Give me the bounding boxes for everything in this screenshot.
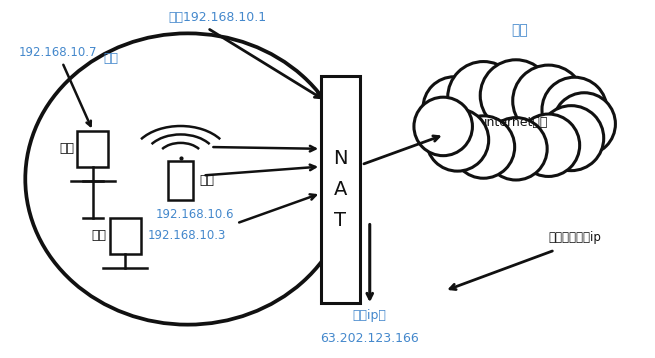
Circle shape [453,116,515,178]
Text: 公网: 公网 [511,23,527,37]
Circle shape [553,93,616,155]
Circle shape [426,109,489,171]
Text: 主机: 主机 [92,229,107,242]
Text: N
A
T: N A T [333,149,348,230]
Circle shape [517,114,580,176]
Circle shape [414,97,472,156]
Text: 转成192.168.10.1: 转成192.168.10.1 [168,11,266,24]
Text: 63.202.123.166: 63.202.123.166 [320,332,419,345]
Text: 私网: 私网 [103,52,119,65]
Circle shape [513,65,584,137]
Text: 192.168.10.7: 192.168.10.7 [19,47,98,126]
Circle shape [480,60,552,131]
Bar [110,218,141,253]
Bar [77,131,109,166]
Circle shape [423,77,485,139]
Text: 192.168.10.6: 192.168.10.6 [155,208,234,221]
Circle shape [485,118,547,180]
Text: 主机: 主机 [59,142,74,155]
Text: 公网ip：: 公网ip： [353,309,386,322]
Circle shape [538,106,604,171]
Text: 只看得见这个ip: 只看得见这个ip [548,231,601,244]
Text: 192.168.10.3: 192.168.10.3 [147,229,226,242]
Bar [168,161,193,200]
Circle shape [542,77,607,142]
Bar [321,76,360,303]
Circle shape [448,62,519,133]
Text: 手机: 手机 [200,174,214,187]
Text: internet外网: internet外网 [484,116,548,129]
